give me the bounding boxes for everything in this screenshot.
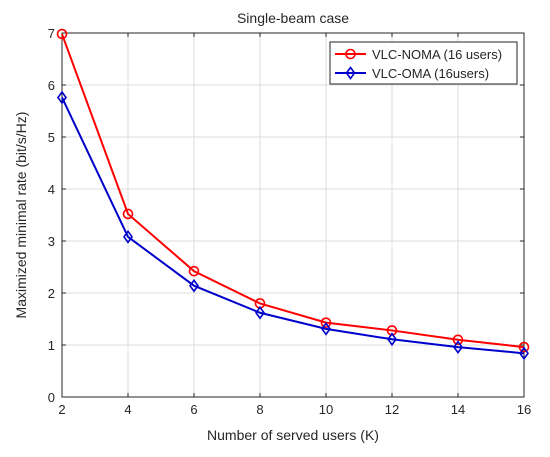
y-tick-label: 1 [48,338,55,353]
y-tick-label: 4 [48,182,55,197]
legend-marker-swatch [345,66,356,80]
data-point-marker [123,229,133,244]
plot-area-frame [61,32,525,398]
x-tick-label: 12 [385,402,399,417]
y-tick-label: 2 [48,286,55,301]
y-axis-label: Maximized minimal rate (bit/s/Hz) [13,112,29,319]
data-point-marker [453,340,463,354]
data-point-marker [255,305,265,320]
data-point-marker [320,317,332,328]
y-tick-label: 3 [48,234,55,249]
x-tick-label: 10 [319,402,333,417]
data-point-marker [122,208,134,220]
x-tick-label: 2 [58,402,65,417]
y-tick-label: 6 [48,78,55,93]
y-tick-label: 7 [48,26,55,41]
series-lines [56,28,530,361]
x-tick-label: 6 [190,402,197,417]
x-axis-label: Number of served users (K) [207,427,379,443]
legend-marker-swatch [345,48,356,60]
data-point-marker [188,265,200,277]
series-line [61,33,525,349]
legend: VLC-NOMA (16 users) VLC-OMA (16users) [329,41,518,85]
series-vlc-oma [57,90,529,361]
data-point-marker [452,334,464,346]
x-tick-label: 4 [124,402,131,417]
legend-box [329,41,518,85]
grid-lines [61,32,525,398]
x-tick-label: 14 [451,402,465,417]
legend-label: VLC-OMA (16users) [372,66,489,81]
series-line [61,97,525,355]
data-point-marker [56,28,68,40]
legend-label: VLC-NOMA (16 users) [372,47,502,62]
legend-item: VLC-OMA (16users) [335,66,489,81]
x-tick-label: 16 [517,402,531,417]
y-tick-label: 5 [48,130,55,145]
data-point-marker [321,322,331,336]
data-point-marker [57,90,67,105]
data-point-marker [387,332,397,347]
x-tick-label: 8 [256,402,263,417]
series-vlc-noma [56,28,530,353]
data-point-marker [189,278,199,293]
y-tick-label: 0 [48,390,55,405]
data-point-marker [518,341,530,353]
legend-item: VLC-NOMA (16 users) [335,47,502,62]
chart-title: Single-beam case [237,10,349,26]
data-point-marker [519,346,529,361]
